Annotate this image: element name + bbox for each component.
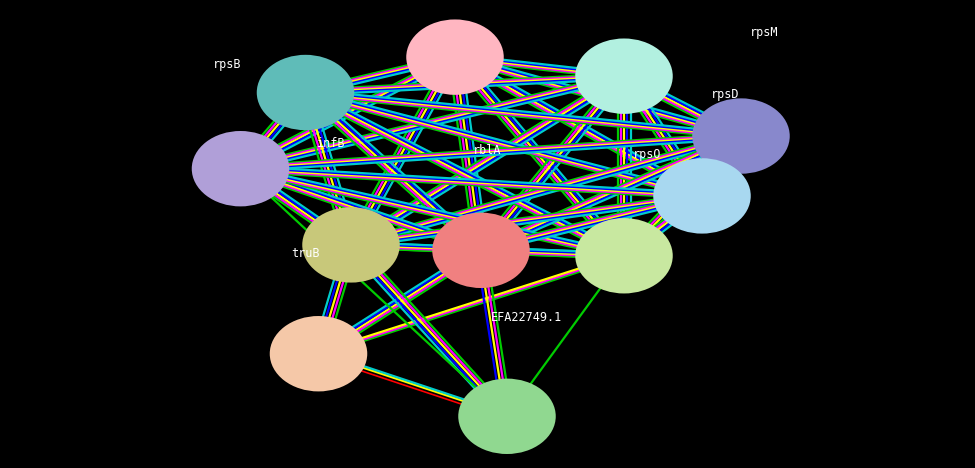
- Ellipse shape: [692, 98, 790, 174]
- Text: infB: infB: [317, 137, 346, 150]
- Ellipse shape: [256, 55, 354, 130]
- Ellipse shape: [270, 316, 368, 391]
- Ellipse shape: [192, 131, 290, 206]
- Text: rpsM: rpsM: [750, 26, 779, 38]
- Text: rpsB: rpsB: [214, 58, 242, 71]
- Ellipse shape: [432, 212, 529, 288]
- Text: EFA22749.1: EFA22749.1: [490, 311, 563, 324]
- Text: rpsD: rpsD: [711, 88, 740, 101]
- Ellipse shape: [458, 379, 556, 454]
- Ellipse shape: [302, 207, 400, 283]
- Text: truB: truB: [292, 247, 320, 260]
- Text: rblA: rblA: [473, 144, 502, 157]
- Ellipse shape: [653, 158, 751, 234]
- Ellipse shape: [575, 38, 673, 114]
- Ellipse shape: [407, 20, 504, 95]
- Ellipse shape: [575, 218, 673, 293]
- Text: rpsO: rpsO: [633, 148, 662, 161]
